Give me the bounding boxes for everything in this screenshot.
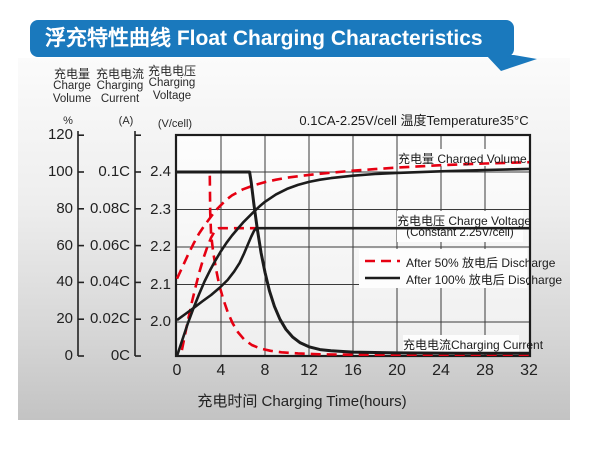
current-axis-title-en2: Current bbox=[100, 93, 140, 105]
voltage-axis-tick: 2.1 bbox=[150, 275, 171, 293]
charge-voltage-label: 充电电压 Charge Voltage bbox=[397, 214, 532, 228]
charge-voltage-sub-label: (Constant 2.25V/cell) bbox=[406, 227, 514, 239]
current-axis-tick: 0.02C bbox=[89, 310, 130, 328]
current-axis-unit: (A) bbox=[118, 115, 134, 127]
x-axis-tick: 24 bbox=[432, 362, 450, 379]
voltage-axis-tick: 2.3 bbox=[150, 200, 171, 218]
x-axis-tick: 12 bbox=[300, 362, 318, 379]
x-axis-label: 充电时间 Charging Time(hours) bbox=[197, 393, 407, 410]
volume-axis-tick: 20 bbox=[56, 310, 73, 328]
voltage-axis-title-en2: Voltage bbox=[152, 90, 192, 102]
volume-axis-tick: 0 bbox=[64, 347, 73, 364]
title-banner: 浮充特性曲线 Float Charging Characteristics bbox=[30, 20, 514, 57]
current-axis-tick: 0.08C bbox=[89, 199, 130, 217]
voltage-axis-tick: 2.4 bbox=[150, 163, 171, 180]
voltage-axis-unit: (V/cell) bbox=[157, 118, 193, 130]
voltage-axis-tick: 2.0 bbox=[150, 313, 171, 330]
x-axis-tick: 4 bbox=[216, 362, 226, 379]
current-axis-tick: 0C bbox=[110, 347, 130, 364]
volume-axis-tick: 80 bbox=[56, 199, 73, 217]
volume-axis-title-en1: Charge bbox=[53, 80, 91, 92]
current-axis-tick: 0.1C bbox=[98, 163, 130, 180]
volume-axis-unit: % bbox=[63, 115, 73, 127]
voltage-axis-tick: 2.2 bbox=[150, 238, 171, 255]
current-axis-tick: 0.04C bbox=[89, 273, 130, 291]
chart-condition-title: 0.1CA-2.25V/cell 温度Temperature35°C bbox=[299, 113, 529, 128]
x-axis-tick: 32 bbox=[520, 362, 538, 379]
legend-item-after-100: After 100% 放电后 Discharge bbox=[406, 273, 563, 287]
current-axis-title-zh: 充电电流 bbox=[95, 67, 144, 81]
page-title: 浮充特性曲线 Float Charging Characteristics bbox=[45, 27, 483, 50]
x-axis-tick: 0 bbox=[172, 362, 182, 379]
x-axis-tick: 8 bbox=[260, 362, 270, 379]
volume-axis-title-en2: Volume bbox=[52, 93, 92, 105]
charged-volume-label: 充电量 Charged Volume bbox=[398, 152, 527, 166]
x-axis-tick: 16 bbox=[344, 362, 362, 379]
volume-axis-tick: 100 bbox=[47, 163, 73, 180]
current-axis-title-en1: Charging bbox=[96, 80, 144, 92]
banner-tail-shape bbox=[486, 55, 537, 71]
volume-axis-tick: 120 bbox=[47, 126, 73, 144]
voltage-axis-title-zh: 充电电压 bbox=[147, 64, 196, 78]
legend-item-after-50: After 50% 放电后 Discharge bbox=[406, 256, 556, 270]
charging-current-label: 充电电流Charging Current bbox=[403, 338, 544, 352]
volume-axis-title-zh: 充电量 bbox=[53, 67, 90, 81]
x-axis-tick: 20 bbox=[388, 362, 406, 379]
volume-axis-tick: 40 bbox=[56, 273, 73, 291]
voltage-axis-title-en1: Charging bbox=[148, 77, 196, 89]
x-axis-tick: 28 bbox=[476, 362, 494, 379]
current-axis-tick: 0.06C bbox=[89, 236, 130, 254]
volume-axis-tick: 60 bbox=[56, 236, 73, 254]
